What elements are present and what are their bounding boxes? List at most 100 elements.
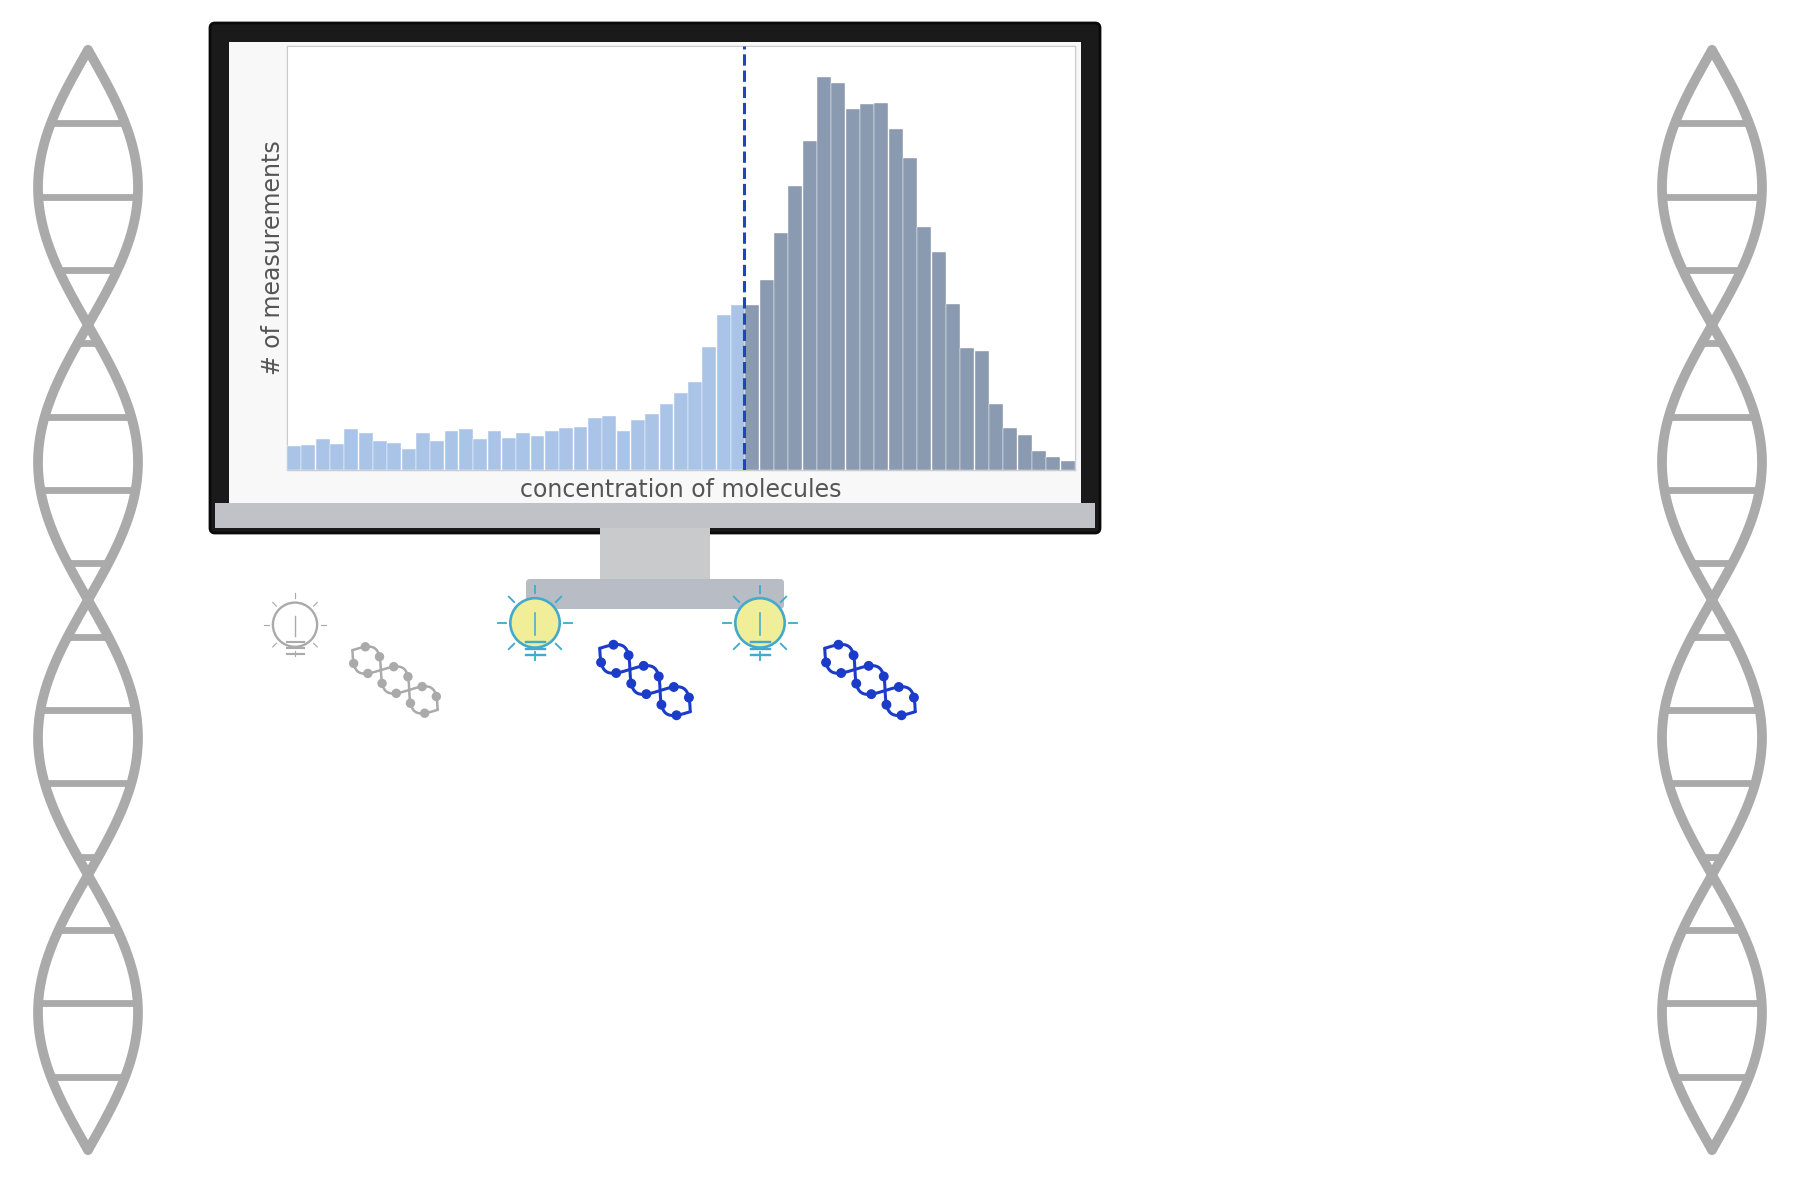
Bar bbox=[344, 428, 358, 470]
Circle shape bbox=[850, 652, 859, 660]
Circle shape bbox=[362, 643, 369, 650]
Circle shape bbox=[378, 679, 385, 688]
Circle shape bbox=[882, 701, 891, 709]
Circle shape bbox=[833, 641, 842, 649]
Text: concentration of molecules: concentration of molecules bbox=[520, 478, 842, 502]
Text: # of measurements: # of measurements bbox=[261, 140, 284, 376]
Bar bbox=[358, 433, 373, 470]
Circle shape bbox=[391, 662, 398, 671]
Bar bbox=[589, 418, 601, 470]
Bar bbox=[545, 431, 558, 470]
Circle shape bbox=[643, 690, 650, 698]
Bar bbox=[531, 436, 544, 470]
Bar bbox=[788, 186, 803, 470]
Bar bbox=[473, 438, 488, 470]
Text: quantification: quantification bbox=[394, 128, 747, 170]
Bar bbox=[817, 78, 832, 470]
Circle shape bbox=[639, 661, 648, 670]
Bar bbox=[315, 439, 329, 470]
Bar bbox=[832, 83, 846, 470]
Bar bbox=[1017, 434, 1031, 470]
Circle shape bbox=[671, 712, 680, 720]
Bar bbox=[430, 442, 445, 470]
Circle shape bbox=[418, 683, 427, 690]
Circle shape bbox=[864, 661, 873, 670]
Bar bbox=[517, 433, 531, 470]
Bar bbox=[846, 109, 860, 470]
Bar bbox=[445, 431, 459, 470]
Bar bbox=[617, 431, 630, 470]
Text: (BLQ): (BLQ) bbox=[479, 281, 662, 337]
Bar bbox=[904, 158, 916, 470]
Bar bbox=[889, 130, 902, 470]
Circle shape bbox=[608, 641, 617, 649]
Bar bbox=[488, 431, 502, 470]
Bar bbox=[286, 445, 301, 470]
Bar bbox=[745, 305, 760, 470]
Bar bbox=[574, 427, 587, 470]
Bar bbox=[716, 316, 731, 470]
Bar bbox=[918, 228, 931, 470]
Bar bbox=[214, 503, 1094, 528]
Circle shape bbox=[880, 672, 887, 680]
Bar bbox=[286, 46, 1075, 470]
Text: Below limit of: Below limit of bbox=[398, 86, 743, 128]
Circle shape bbox=[625, 652, 634, 660]
Bar bbox=[932, 252, 945, 470]
Bar bbox=[659, 404, 673, 470]
Circle shape bbox=[684, 694, 693, 702]
Bar bbox=[387, 443, 401, 470]
Bar bbox=[1046, 457, 1060, 470]
Bar bbox=[329, 444, 344, 470]
Bar bbox=[560, 428, 572, 470]
Bar bbox=[1031, 451, 1046, 470]
Bar bbox=[401, 449, 416, 470]
Circle shape bbox=[364, 670, 373, 678]
Circle shape bbox=[657, 701, 666, 709]
Bar bbox=[301, 445, 315, 470]
Circle shape bbox=[403, 673, 412, 680]
Bar bbox=[373, 442, 387, 470]
Circle shape bbox=[392, 689, 400, 697]
Bar bbox=[673, 392, 688, 470]
Circle shape bbox=[896, 712, 905, 720]
Bar bbox=[599, 528, 709, 583]
Circle shape bbox=[895, 683, 904, 691]
Circle shape bbox=[511, 598, 560, 648]
Bar bbox=[988, 404, 1003, 470]
Circle shape bbox=[626, 679, 635, 688]
FancyBboxPatch shape bbox=[211, 23, 1100, 533]
Bar bbox=[416, 433, 430, 470]
Circle shape bbox=[837, 668, 846, 677]
Bar bbox=[760, 280, 774, 470]
Circle shape bbox=[909, 694, 918, 702]
Circle shape bbox=[670, 683, 679, 691]
Bar bbox=[1003, 428, 1017, 470]
Circle shape bbox=[734, 598, 785, 648]
Circle shape bbox=[376, 653, 383, 661]
Circle shape bbox=[421, 709, 428, 718]
Bar bbox=[803, 140, 817, 470]
Circle shape bbox=[655, 672, 662, 680]
Circle shape bbox=[349, 660, 358, 667]
Bar bbox=[1060, 461, 1075, 470]
Circle shape bbox=[598, 659, 605, 667]
Bar bbox=[229, 42, 1082, 514]
Circle shape bbox=[868, 690, 875, 698]
Bar bbox=[947, 304, 959, 470]
Bar bbox=[702, 348, 716, 470]
Bar bbox=[731, 306, 745, 470]
FancyBboxPatch shape bbox=[526, 578, 785, 608]
Circle shape bbox=[432, 692, 441, 701]
Circle shape bbox=[851, 679, 860, 688]
Bar bbox=[644, 414, 659, 470]
Bar bbox=[459, 430, 473, 470]
Bar bbox=[502, 438, 517, 470]
Bar bbox=[603, 416, 616, 470]
Bar bbox=[976, 352, 988, 470]
Bar bbox=[875, 103, 889, 470]
Bar bbox=[961, 348, 974, 470]
Circle shape bbox=[823, 659, 830, 667]
Bar bbox=[774, 233, 788, 470]
Bar bbox=[860, 104, 875, 470]
